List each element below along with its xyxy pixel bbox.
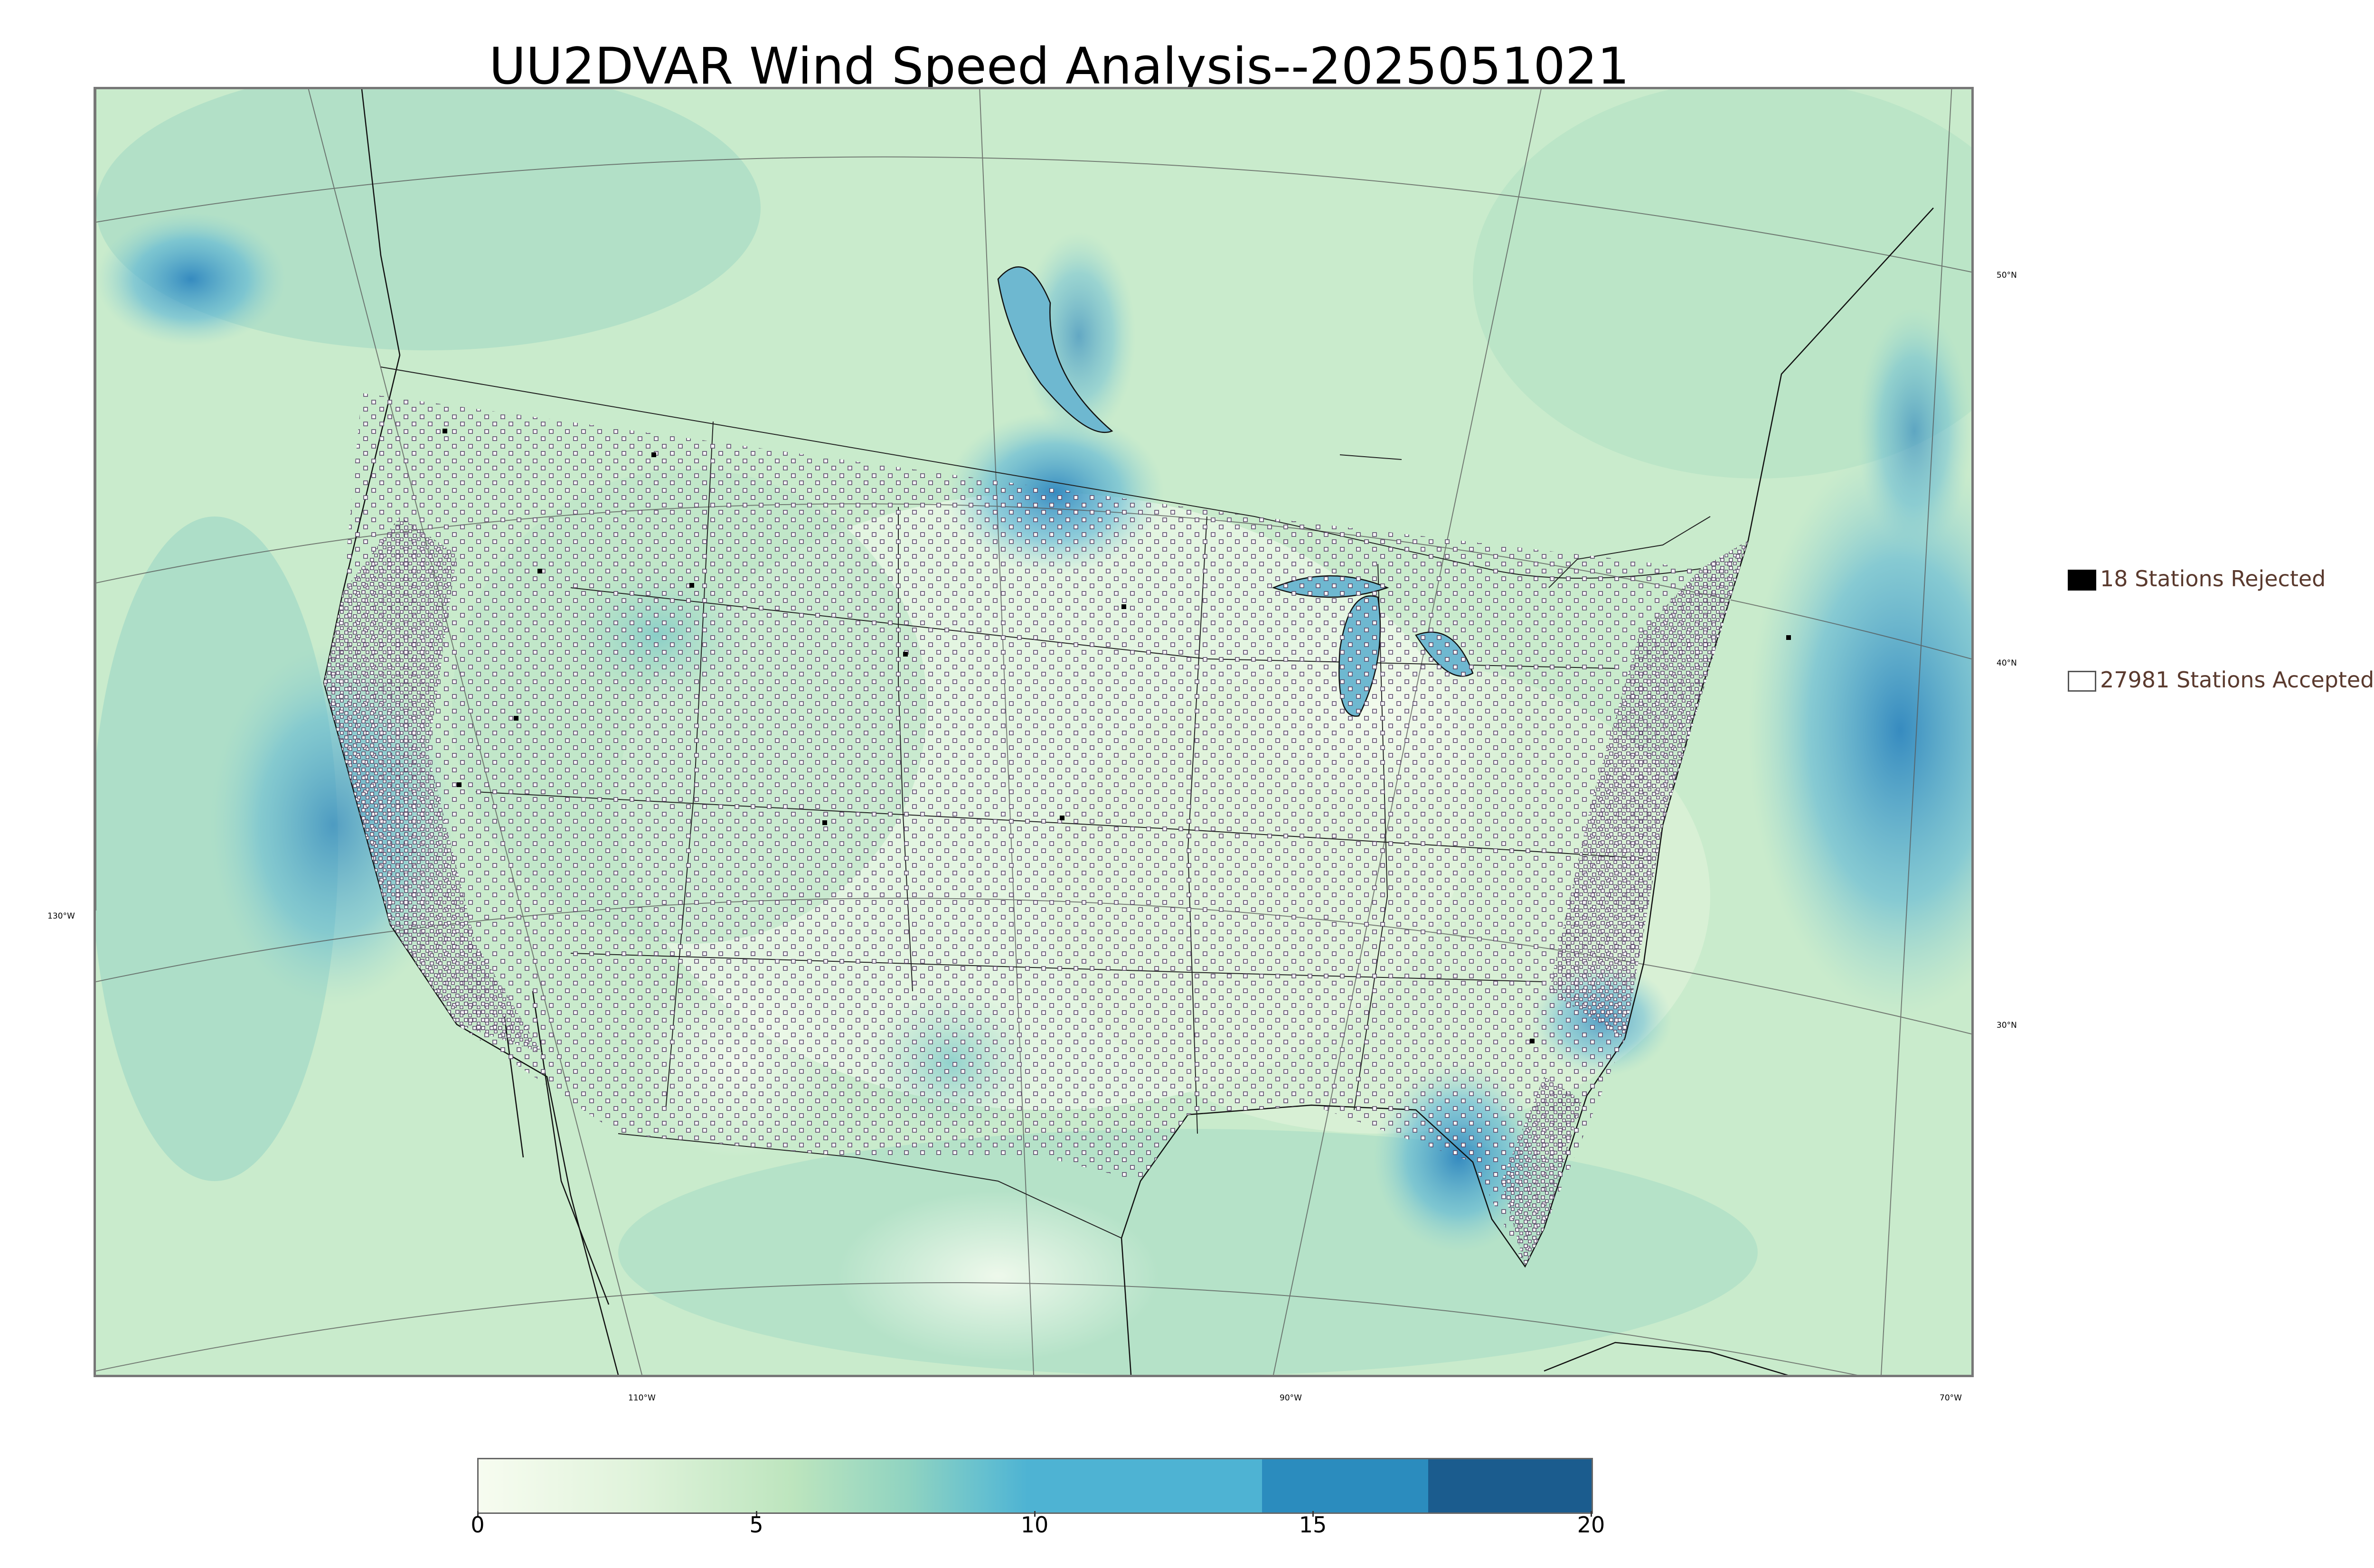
wind-speed-map [94,87,1974,1377]
lat-label-50n: 50°N [1997,271,2017,280]
accepted-station-swatch [2068,671,2096,692]
map-title: UU2DVAR Wind Speed Analysis--2025051021 [489,37,1630,95]
lat-label-30n: 30°N [1997,1021,2017,1030]
accepted-station-markers-dense-west [324,516,542,1053]
accepted-station-markers-dense-florida [1501,1077,1582,1267]
lake-winnipeg [997,266,1113,433]
colorbar-tick-0: 0 [471,1512,485,1538]
lon-label-70w: 70°W [1940,1393,1962,1403]
high-wind-area [1748,445,1971,1015]
legend-rejected-label: 18 Stations Rejected [2100,566,2326,592]
lon-label-110w: 110°W [628,1393,656,1403]
colorbar-tick-15: 15 [1299,1512,1327,1538]
map-canvas [96,89,1971,1375]
colorbar-tick-20: 20 [1577,1512,1605,1538]
colorbar-tick-mark [1034,1511,1036,1517]
accepted-station-markers [324,393,1748,1267]
high-wind-area [96,213,286,346]
rejected-station-markers [443,429,1791,1043]
accepted-station-markers-dense-east [1549,540,1748,1039]
colorbar-tick-mark [756,1511,757,1517]
high-wind-area [1857,308,1971,554]
lon-label-130w: 130°W [47,911,75,921]
colorbar-tick-mark [477,1511,479,1517]
legend-accepted-label: 27981 Stations Accepted [2100,667,2374,693]
lat-label-40n: 40°N [1997,658,2017,668]
colorbar-gradient [479,1459,1592,1512]
colorbar-tick-mark [1312,1511,1314,1517]
colorbar-tick-10: 10 [1020,1512,1049,1538]
colorbar [477,1458,1593,1514]
colorbar-tick-mark [1591,1511,1592,1517]
colorbar-tick-5: 5 [749,1512,763,1538]
rejected-station-swatch [2068,570,2096,591]
lon-label-90w: 90°W [1280,1393,1302,1403]
